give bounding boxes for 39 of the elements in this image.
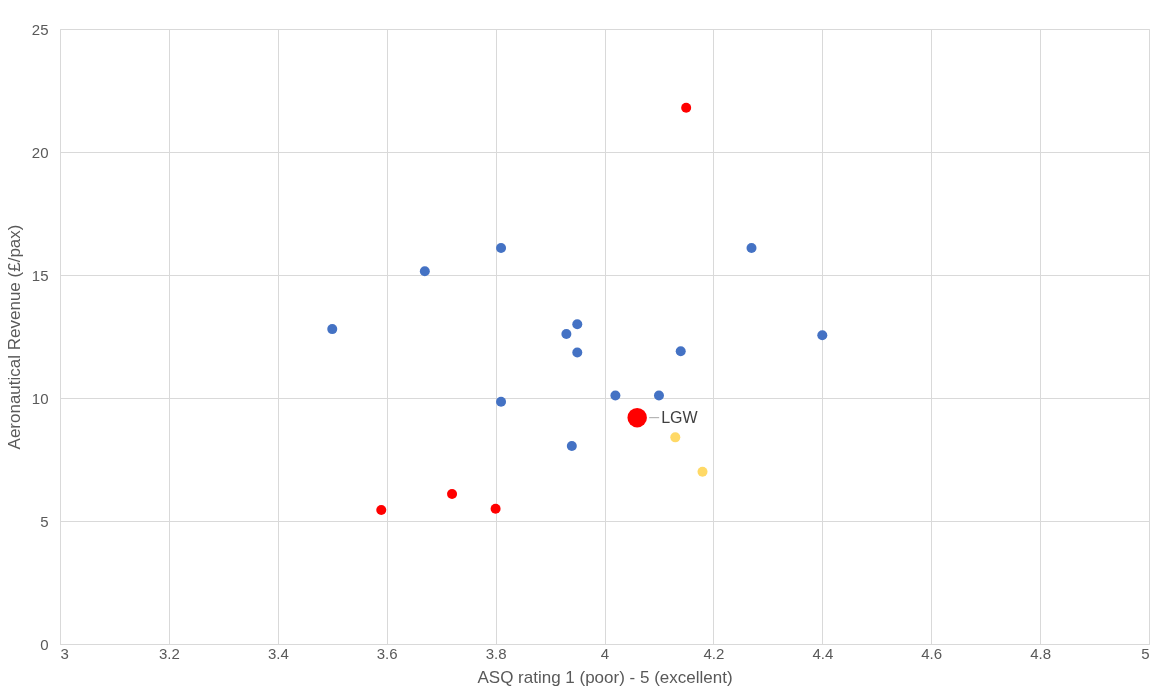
point bbox=[746, 242, 757, 253]
y-tick-label: 25 bbox=[31, 20, 49, 38]
y-tick-label: 10 bbox=[31, 389, 49, 407]
point bbox=[670, 432, 681, 443]
y-axis-title: Aeronautical Revenue (£/pax) bbox=[4, 224, 24, 450]
x-tick-label: 4.8 bbox=[1030, 644, 1052, 662]
x-tick-label: 3.6 bbox=[376, 644, 398, 662]
y-tick-label: 15 bbox=[31, 266, 49, 284]
x-tick-label: 5 bbox=[1141, 644, 1150, 662]
point bbox=[376, 504, 387, 515]
x-axis-title: ASQ rating 1 (poor) - 5 (excellent) bbox=[477, 667, 733, 687]
x-tick-label: 3.4 bbox=[267, 644, 289, 662]
y-tick-label: 0 bbox=[40, 635, 49, 653]
point bbox=[327, 324, 338, 335]
point bbox=[572, 347, 583, 358]
point bbox=[496, 242, 507, 253]
point bbox=[697, 466, 708, 477]
x-tick-label: 4 bbox=[600, 644, 610, 662]
point bbox=[653, 390, 664, 401]
point bbox=[561, 329, 572, 340]
x-tick-label: 3.8 bbox=[485, 644, 507, 662]
point bbox=[675, 346, 686, 357]
point bbox=[681, 102, 692, 113]
point bbox=[610, 390, 621, 401]
y-tick-label: 5 bbox=[40, 512, 49, 530]
point bbox=[817, 330, 828, 341]
x-tick-label: 4.6 bbox=[921, 644, 943, 662]
x-tick-label: 4.2 bbox=[703, 644, 725, 662]
x-tick-label: 3 bbox=[60, 644, 69, 662]
point bbox=[572, 319, 583, 330]
x-tick-label: 4.4 bbox=[812, 644, 834, 662]
point bbox=[419, 266, 430, 277]
y-tick-label: 20 bbox=[31, 143, 49, 161]
x-tick-label: 3.2 bbox=[158, 644, 180, 662]
point bbox=[496, 396, 507, 407]
point bbox=[490, 503, 501, 514]
point bbox=[447, 488, 458, 499]
point bbox=[566, 440, 577, 451]
annotation: LGW bbox=[661, 408, 699, 426]
